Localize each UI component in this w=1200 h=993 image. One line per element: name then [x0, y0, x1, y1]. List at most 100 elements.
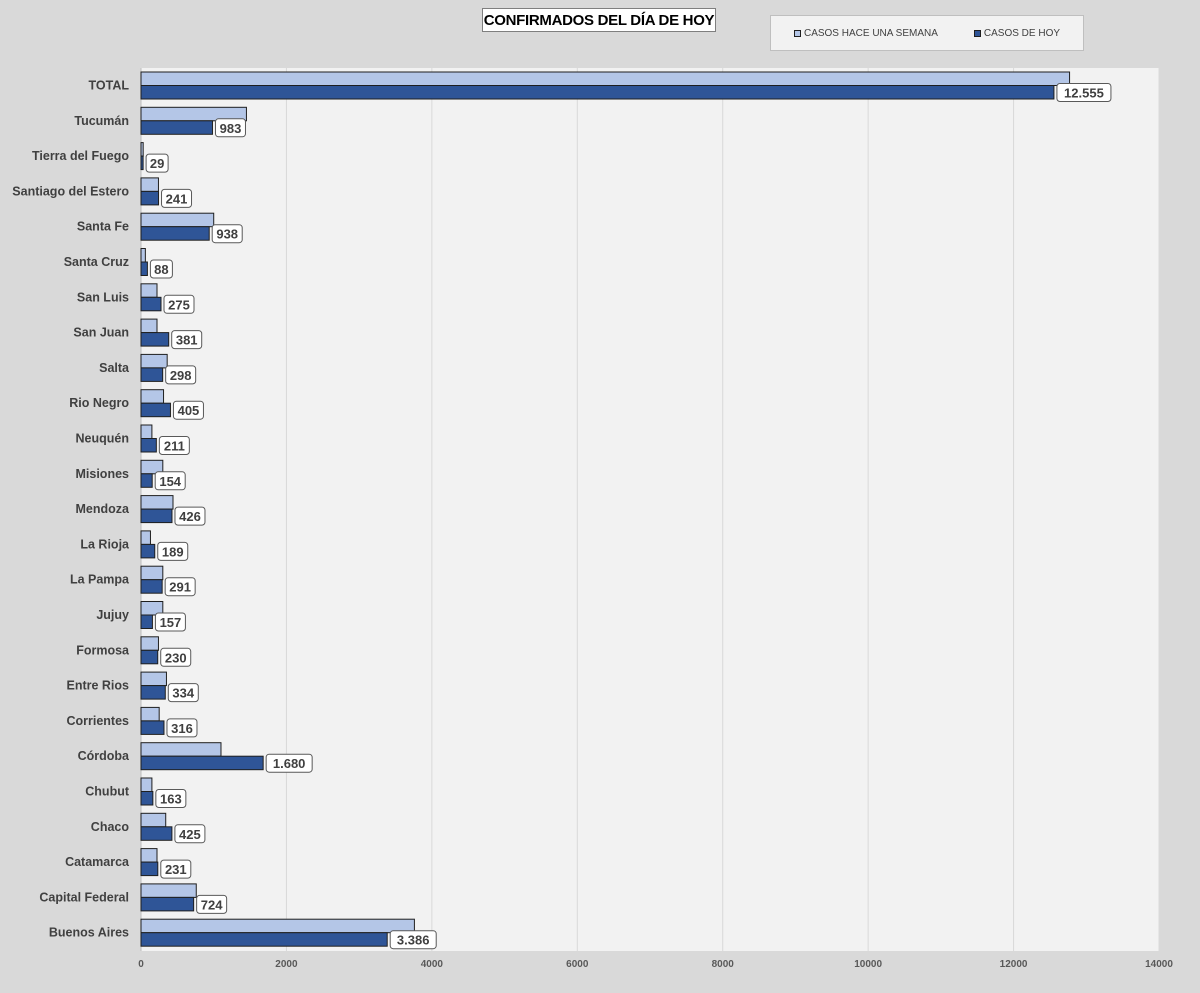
data-label: 724: [201, 897, 223, 912]
data-label-box: [161, 188, 193, 208]
bar-week-ago: [140, 495, 174, 510]
data-label: 154: [159, 474, 181, 489]
data-label: 163: [160, 792, 182, 807]
category-label: Rio Negro: [69, 396, 129, 410]
data-label-box: [154, 612, 186, 632]
data-label: 381: [176, 333, 198, 348]
category-label: Misiones: [76, 467, 130, 481]
category-label: Entre Rios: [66, 679, 129, 693]
data-label: 405: [178, 403, 200, 418]
bar-week-ago: [140, 353, 168, 369]
data-label-box: [211, 224, 243, 244]
category-label: Tierra del Fuego: [32, 149, 129, 163]
bar-today: [140, 261, 148, 276]
bar-today: [140, 896, 195, 912]
data-label-box: [154, 471, 186, 491]
category-label: Jujuy: [96, 608, 129, 622]
bar-week-ago: [140, 671, 167, 687]
bar-today: [140, 226, 210, 241]
bar-week-ago: [140, 883, 197, 898]
bar-today: [140, 296, 162, 312]
data-label: 157: [160, 615, 182, 630]
data-label-box: [196, 894, 228, 914]
x-tick-label: 4000: [421, 959, 444, 970]
bar-today: [140, 685, 166, 700]
data-label: 211: [164, 439, 185, 454]
x-tick-label: 10000: [854, 959, 882, 970]
category-label: Buenos Aires: [49, 926, 129, 940]
data-label-box: [174, 506, 206, 526]
data-label-box: [265, 753, 313, 773]
chart-title: CONFIRMADOS DEL DÍA DE HOY: [482, 8, 716, 32]
legend-label-week-ago: CASOS HACE UNA SEMANA: [803, 27, 938, 39]
category-label: Santiago del Estero: [12, 184, 129, 198]
x-tick-label: 2000: [275, 959, 298, 970]
data-label: 1.680: [273, 756, 306, 771]
bar-week-ago: [140, 142, 144, 157]
category-label: La Pampa: [70, 573, 130, 587]
bar-week-ago: [140, 918, 415, 934]
bar-today: [140, 438, 157, 453]
legend-item-week-ago: CASOS HACE UNA SEMANA: [793, 27, 938, 39]
bar-week-ago: [140, 636, 159, 651]
bar-today: [140, 826, 173, 841]
data-label: 983: [220, 121, 242, 136]
data-label: 231: [165, 862, 187, 877]
bar-today: [140, 155, 144, 171]
data-label-box: [155, 789, 187, 808]
bar-today: [140, 614, 153, 629]
bar-week-ago: [140, 71, 1071, 86]
data-label: 189: [162, 544, 184, 559]
bar-today: [140, 85, 1055, 100]
bar-week-ago: [140, 212, 215, 228]
category-label: Tucumán: [74, 114, 129, 128]
data-label: 298: [170, 368, 192, 383]
data-label-box: [149, 259, 173, 279]
data-label-box: [389, 930, 437, 950]
legend-swatch-today: [973, 29, 981, 37]
data-label-box: [166, 718, 198, 738]
data-label-box: [145, 153, 169, 173]
bar-today: [140, 367, 164, 382]
data-label: 425: [179, 827, 201, 842]
bar-today: [140, 861, 159, 877]
category-label: Capital Federal: [39, 890, 129, 904]
category-label: Chaco: [91, 820, 130, 834]
category-label: San Luis: [77, 290, 129, 304]
data-label-box: [163, 294, 195, 314]
data-label-box: [171, 330, 203, 350]
data-label: 426: [179, 509, 201, 524]
legend-label-today: CASOS DE HOY: [983, 27, 1061, 39]
bar-today: [140, 932, 388, 947]
plot-area: [141, 68, 1159, 951]
data-label: 12.555: [1064, 86, 1104, 101]
bar-today: [140, 120, 213, 135]
data-label: 230: [165, 650, 187, 665]
bar-week-ago: [140, 283, 158, 298]
legend-swatch-week-ago: [793, 29, 801, 37]
data-label: 88: [154, 262, 168, 277]
data-label-box: [160, 859, 192, 879]
x-tick-label: 8000: [712, 959, 735, 970]
bar-today: [140, 332, 170, 347]
data-label: 316: [171, 721, 193, 736]
category-label: Chubut: [85, 785, 130, 799]
bar-week-ago: [140, 848, 158, 863]
data-label-box: [157, 541, 189, 561]
bar-week-ago: [140, 742, 222, 757]
data-label-box: [214, 118, 246, 138]
category-label: La Rioja: [80, 537, 130, 551]
bar-week-ago: [140, 812, 167, 828]
data-label-box: [167, 683, 199, 703]
data-label-box: [158, 436, 190, 455]
category-label: TOTAL: [88, 79, 129, 93]
bar-today: [140, 402, 171, 418]
data-label-box: [165, 365, 197, 385]
legend: CASOS HACE UNA SEMANA CASOS DE HOY: [770, 15, 1084, 51]
bar-today: [140, 508, 173, 524]
data-label: 291: [169, 580, 191, 595]
category-label: Neuquén: [76, 432, 129, 446]
bar-week-ago: [140, 565, 164, 581]
data-label: 3.386: [397, 933, 430, 948]
